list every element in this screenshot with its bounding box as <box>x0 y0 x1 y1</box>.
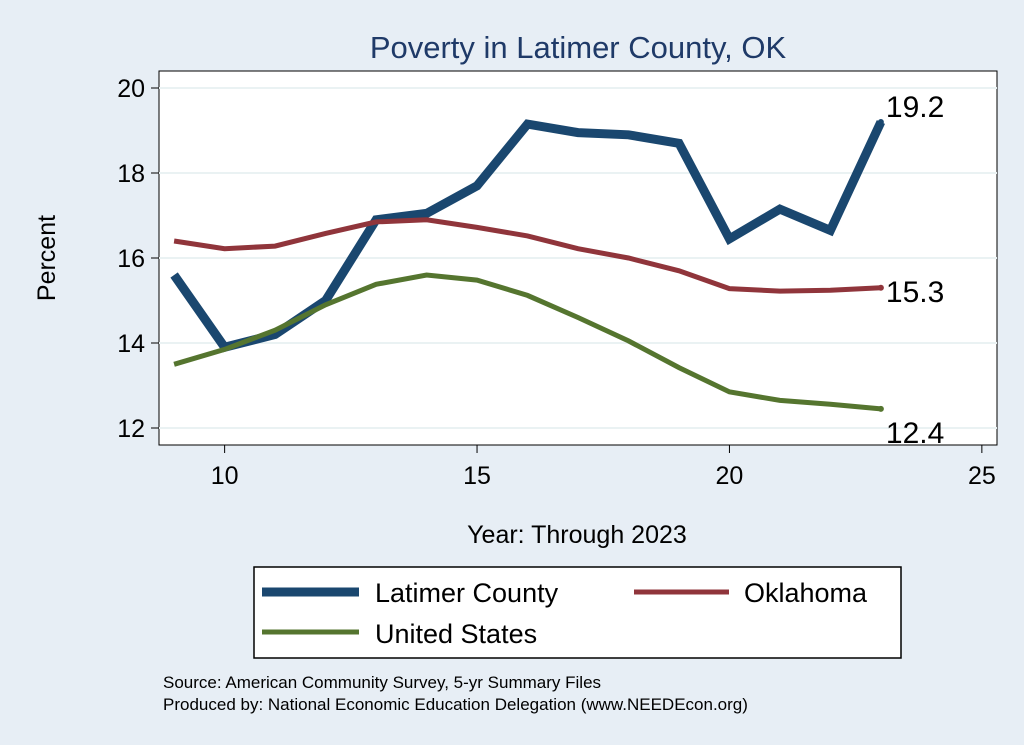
chart-title: Poverty in Latimer County, OK <box>370 30 787 65</box>
end-label-latimer-county: 19.2 <box>886 91 944 124</box>
series-end-marker-latimer-county <box>877 119 884 125</box>
y-tick-label-20: 20 <box>117 75 145 103</box>
legend-label-united-states: United States <box>375 619 537 649</box>
produced-by-note: Produced by: National Economic Education… <box>163 695 748 714</box>
axes: 12 14 16 18 20 10 15 20 25 <box>117 75 996 490</box>
y-tick-label-16: 16 <box>117 245 145 273</box>
y-tick-label-18: 18 <box>117 160 145 188</box>
series-end-marker-oklahoma <box>877 284 884 291</box>
y-axis-title: Percent <box>33 215 61 301</box>
series-line-oklahoma <box>173 217 882 294</box>
legend: Latimer County Oklahoma United States <box>253 566 902 659</box>
legend-label-latimer-county: Latimer County <box>375 578 559 608</box>
y-tick-label-14: 14 <box>117 330 145 358</box>
end-label-united-states: 12.4 <box>886 417 944 450</box>
legend-label-oklahoma: Oklahoma <box>744 578 868 608</box>
x-tick-label-20: 20 <box>716 462 744 490</box>
gridlines <box>159 87 997 429</box>
y-tick-label-12: 12 <box>117 415 145 443</box>
series-line-united-states <box>173 272 882 412</box>
source-note: Source: American Community Survey, 5-yr … <box>163 673 601 692</box>
x-tick-label-10: 10 <box>211 462 239 490</box>
x-axis-title: Year: Through 2023 <box>467 521 687 549</box>
x-tick-label-15: 15 <box>463 462 491 490</box>
series-end-marker-united-states <box>877 405 884 412</box>
end-label-oklahoma: 15.3 <box>886 276 944 309</box>
legend-box <box>253 566 902 659</box>
end-labels: 19.2 15.3 12.4 <box>886 91 944 450</box>
x-tick-label-25: 25 <box>968 462 996 490</box>
series-lines <box>170 119 885 412</box>
